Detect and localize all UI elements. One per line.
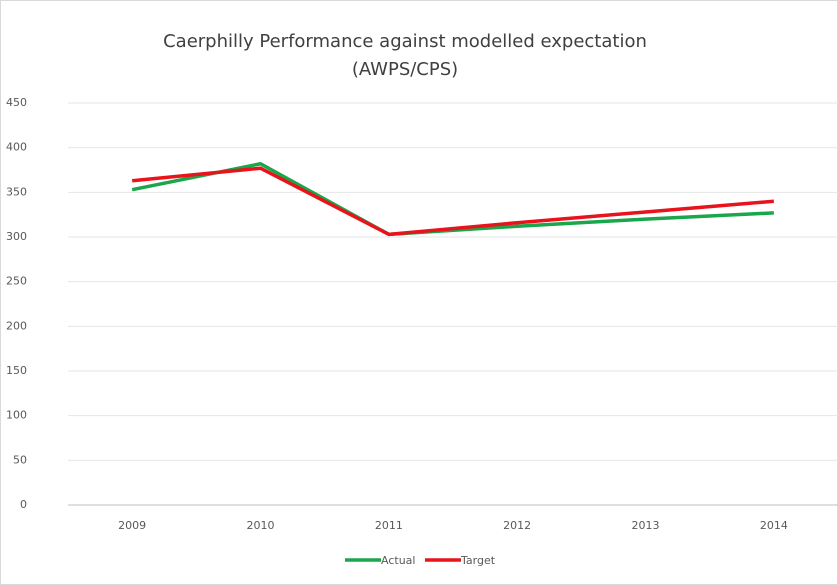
- x-tick-label: 2012: [503, 519, 531, 532]
- y-tick-label: 200: [6, 319, 27, 332]
- y-tick-label: 250: [6, 275, 27, 288]
- chart-title: Caerphilly Performance against modelled …: [163, 31, 647, 52]
- y-tick-label: 100: [6, 409, 27, 422]
- y-tick-label: 150: [6, 364, 27, 377]
- y-tick-label: 300: [6, 230, 27, 243]
- y-tick-label: 50: [13, 453, 27, 466]
- line-series: [131, 166, 774, 237]
- legend-label: Target: [460, 554, 496, 567]
- x-tick-label: 2014: [760, 519, 788, 532]
- y-tick-label: 0: [20, 498, 27, 511]
- y-tick-label: 400: [6, 141, 27, 154]
- line-series: [131, 161, 774, 237]
- legend-label: Actual: [381, 554, 415, 567]
- x-tick-label: 2010: [247, 519, 275, 532]
- y-tick-label: 450: [6, 96, 27, 109]
- chart-title: (AWPS/CPS): [352, 59, 458, 80]
- x-tick-label: 2009: [118, 519, 146, 532]
- x-tick-label: 2013: [632, 519, 660, 532]
- y-tick-label: 350: [6, 185, 27, 198]
- x-tick-label: 2011: [375, 519, 403, 532]
